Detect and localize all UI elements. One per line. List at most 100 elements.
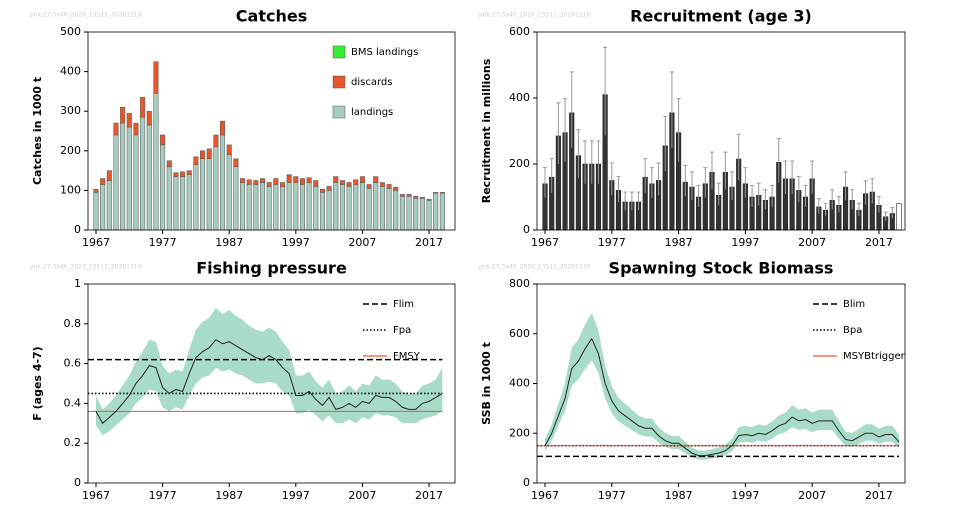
bar-segment bbox=[206, 148, 212, 159]
x-tick-label: 1967 bbox=[531, 489, 559, 502]
bar-segment bbox=[379, 182, 385, 187]
plot-frame bbox=[87, 31, 456, 231]
y-axis-label: F (ages 4-7) bbox=[31, 346, 44, 420]
bar-segment bbox=[439, 192, 445, 194]
bar-segment bbox=[160, 134, 166, 146]
bar-segment bbox=[186, 170, 192, 175]
bar-segment bbox=[133, 134, 139, 231]
bar-segment bbox=[160, 144, 166, 231]
watermark: pok.27.3a46_2020_13511_20201110 bbox=[479, 12, 591, 19]
y-tick-label: 400 bbox=[509, 91, 530, 104]
bar-segment bbox=[393, 190, 399, 231]
bar-segment bbox=[106, 170, 112, 181]
bar-segment bbox=[393, 186, 399, 191]
bar-segment bbox=[279, 186, 286, 231]
bar-segment bbox=[106, 180, 112, 231]
bar-segment bbox=[146, 124, 152, 231]
bar-segment bbox=[273, 178, 279, 185]
bar-segment bbox=[313, 186, 319, 231]
y-tick-label: 300 bbox=[60, 104, 81, 117]
y-tick-label: 1 bbox=[74, 277, 81, 290]
bar-segment bbox=[240, 178, 246, 183]
bar-segment bbox=[333, 182, 339, 231]
bar-segment bbox=[326, 190, 332, 231]
y-tick-label: 500 bbox=[60, 25, 81, 38]
bar-segment bbox=[273, 184, 279, 231]
bar-segment bbox=[93, 192, 99, 231]
y-tick-label: 400 bbox=[509, 377, 530, 390]
legend-swatch bbox=[332, 45, 346, 59]
x-tick-label: 1987 bbox=[215, 489, 243, 502]
y-tick-label: 0 bbox=[74, 476, 81, 489]
bar-segment bbox=[266, 182, 272, 187]
x-tick-label: 1977 bbox=[149, 236, 177, 249]
x-tick-label: 1967 bbox=[82, 489, 110, 502]
bar-segment bbox=[153, 61, 159, 94]
y-axis-label: SSB in 1000 t bbox=[480, 342, 493, 425]
bar-segment bbox=[266, 186, 272, 231]
y-tick-label: 0 bbox=[523, 476, 530, 489]
bar-segment bbox=[279, 182, 286, 187]
x-tick-label: 2007 bbox=[348, 236, 376, 249]
bar-segment bbox=[186, 174, 192, 231]
bar-segment bbox=[333, 176, 339, 183]
bar-segment bbox=[293, 182, 299, 231]
legend-label: Blim bbox=[843, 299, 865, 310]
bar-segment bbox=[120, 106, 126, 124]
y-tick-label: 0.6 bbox=[64, 357, 82, 370]
bar-segment bbox=[419, 196, 425, 199]
legend-label: landings bbox=[351, 107, 393, 118]
x-tick-label: 1977 bbox=[598, 489, 626, 502]
bar-segment bbox=[213, 146, 219, 231]
x-tick-label: 1967 bbox=[82, 236, 110, 249]
y-tick-label: 600 bbox=[509, 25, 530, 38]
bar-segment bbox=[220, 134, 226, 231]
y-tick-label: 0.2 bbox=[64, 436, 82, 449]
bar-segment bbox=[153, 93, 159, 231]
legend-label: FMSY bbox=[393, 351, 421, 362]
bar-segment bbox=[140, 97, 146, 118]
bar-segment bbox=[93, 188, 99, 193]
legend-swatch bbox=[332, 105, 346, 119]
bar-segment bbox=[286, 182, 292, 231]
y-axis-label: Recruitment in millions bbox=[480, 58, 493, 203]
bar-segment bbox=[180, 176, 186, 231]
bar-segment bbox=[319, 188, 325, 193]
chart-title: Catches bbox=[236, 7, 307, 26]
y-tick-label: 0.8 bbox=[64, 317, 82, 330]
bar-segment bbox=[233, 158, 239, 167]
watermark: pok.27.3a46_2020_13511_20201110 bbox=[30, 12, 142, 19]
bar-segment bbox=[439, 192, 445, 231]
y-tick-label: 400 bbox=[60, 65, 81, 78]
legend-label: Bpa bbox=[843, 325, 862, 336]
bar-segment bbox=[326, 186, 332, 191]
legend-label: Fpa bbox=[393, 325, 411, 336]
bar-segment bbox=[253, 184, 259, 231]
y-tick-label: 600 bbox=[509, 327, 530, 340]
bar-segment bbox=[206, 158, 212, 231]
bar-segment bbox=[126, 126, 132, 231]
bar-segment bbox=[200, 158, 206, 231]
bar-segment bbox=[313, 180, 319, 187]
bar-segment bbox=[299, 178, 305, 185]
bar-segment bbox=[166, 166, 172, 231]
bar-segment bbox=[120, 122, 126, 231]
legend-label: Flim bbox=[393, 299, 414, 310]
bar-segment bbox=[406, 194, 412, 197]
bar-segment bbox=[353, 184, 359, 231]
bar-segment bbox=[379, 186, 385, 231]
y-tick-label: 0 bbox=[523, 223, 530, 236]
bar-segment bbox=[200, 150, 206, 159]
bar-segment bbox=[399, 194, 405, 197]
bar-segment bbox=[359, 182, 365, 231]
y-tick-label: 200 bbox=[509, 426, 530, 439]
bar-segment bbox=[220, 120, 226, 136]
watermark: pok.27.3a46_2020_13511_20201110 bbox=[479, 264, 591, 271]
x-tick-label: 2007 bbox=[798, 489, 826, 502]
bar-segment bbox=[386, 184, 392, 189]
x-tick-label: 2017 bbox=[415, 489, 443, 502]
watermark: pok.27.3a46_2020_13511_20201110 bbox=[30, 264, 142, 271]
x-tick-label: 1997 bbox=[282, 489, 310, 502]
bar-segment bbox=[339, 184, 345, 231]
